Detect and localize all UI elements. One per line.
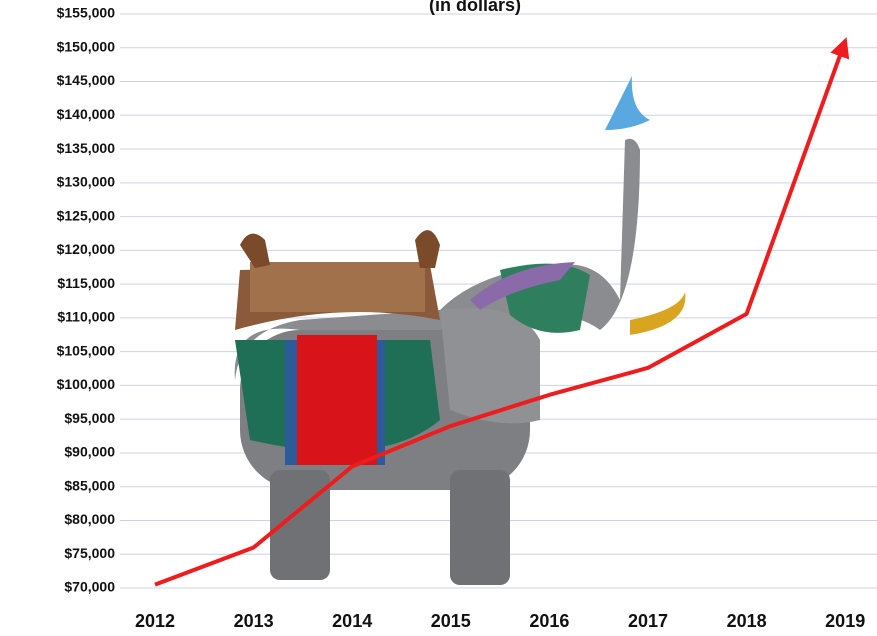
y-tick-label: $145,000 [57,72,116,88]
y-tick-label: $80,000 [64,511,115,527]
y-tick-label: $135,000 [57,140,116,156]
y-tick-label: $130,000 [57,174,116,190]
y-tick-label: $95,000 [64,410,115,426]
series-line [154,37,850,587]
y-tick-label: $85,000 [64,477,115,493]
x-tick-label: 2014 [332,611,372,631]
chart-subtitle: (in dollars) [429,0,521,15]
x-tick-label: 2017 [628,611,668,631]
y-tick-label: $125,000 [57,207,116,223]
y-tick-label: $155,000 [57,5,116,21]
x-tick-label: 2018 [727,611,767,631]
x-tick-label: 2012 [135,611,175,631]
y-tick-label: $105,000 [57,342,116,358]
elephant-illustration [234,76,686,585]
y-tick-label: $75,000 [64,545,115,561]
y-tick-label: $90,000 [64,444,115,460]
y-tick-label: $100,000 [57,376,116,392]
x-tick-label: 2015 [431,611,471,631]
x-tick-label: 2019 [825,611,865,631]
y-tick-label: $120,000 [57,241,116,257]
y-tick-label: $150,000 [57,38,116,54]
y-tick-label: $140,000 [57,106,116,122]
x-tick-label: 2013 [234,611,274,631]
y-tick-label: $70,000 [64,579,115,595]
y-tick-label: $110,000 [57,309,115,325]
x-tick-label: 2016 [529,611,569,631]
y-tick-label: $115,000 [57,275,115,291]
